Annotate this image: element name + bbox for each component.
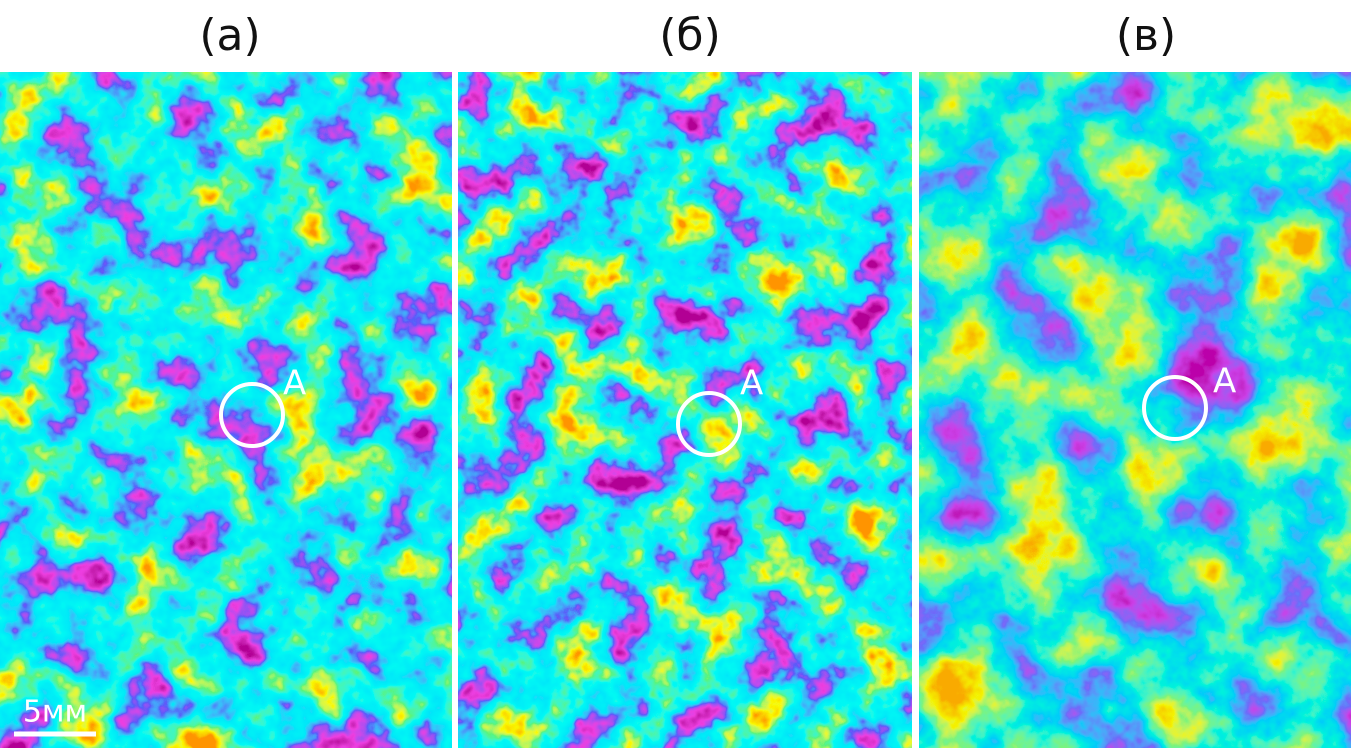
heatmap-image — [0, 72, 452, 748]
marker-label: A — [283, 364, 306, 404]
scale-bar-label: 5мм — [23, 695, 87, 730]
heatmap-image — [919, 72, 1351, 748]
marker-circle — [1142, 375, 1208, 441]
marker-label: A — [1213, 362, 1236, 402]
marker-circle — [219, 382, 285, 448]
heatmap-image — [458, 72, 912, 748]
panel-label: (б) — [659, 10, 720, 61]
marker-label: A — [740, 364, 763, 404]
panel-label: (в) — [1116, 10, 1176, 61]
panel-label: (а) — [199, 10, 260, 61]
marker-circle — [676, 391, 742, 457]
